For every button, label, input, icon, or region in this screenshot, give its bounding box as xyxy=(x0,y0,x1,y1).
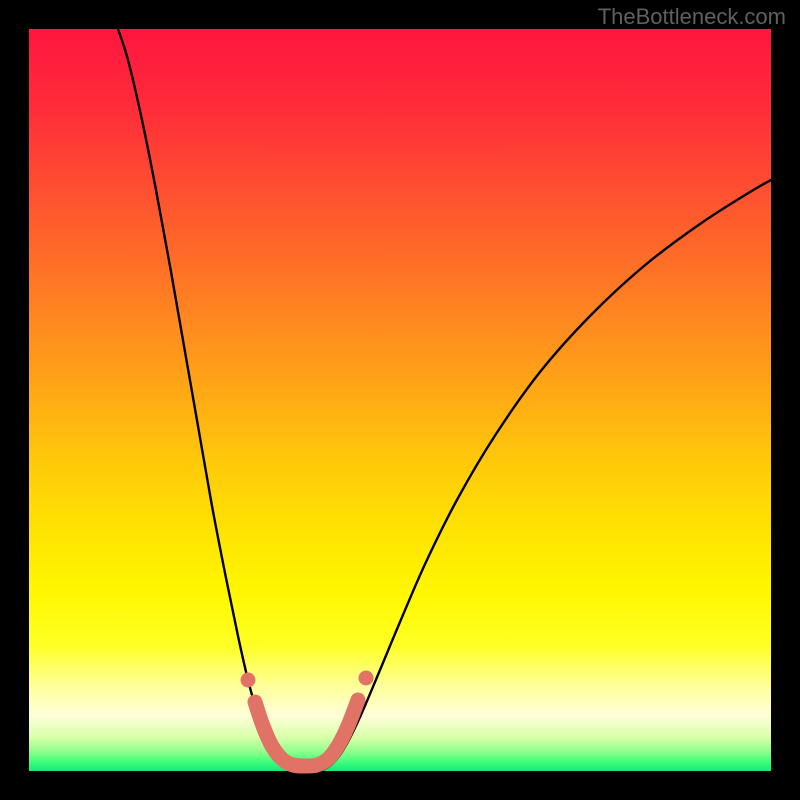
chart-svg xyxy=(0,0,800,800)
worm-end-dot-0 xyxy=(241,673,256,688)
plot-area xyxy=(29,29,771,771)
chart-root: TheBottleneck.com xyxy=(0,0,800,800)
worm-end-dot-1 xyxy=(359,671,374,686)
